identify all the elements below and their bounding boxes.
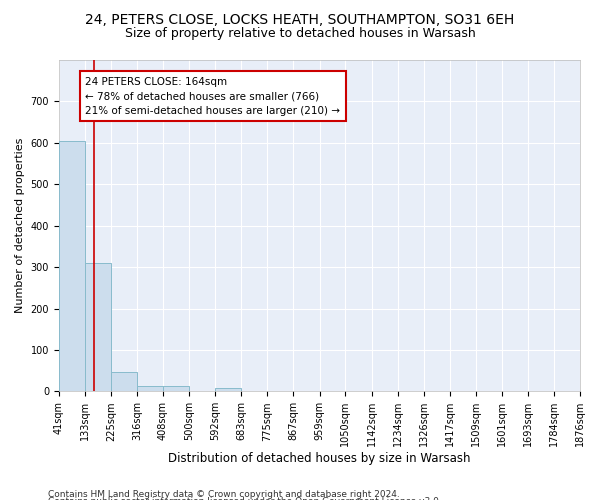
Bar xyxy=(137,386,163,392)
Y-axis label: Number of detached properties: Number of detached properties xyxy=(15,138,25,314)
Bar xyxy=(85,263,111,392)
Bar xyxy=(163,386,189,392)
Text: Size of property relative to detached houses in Warsash: Size of property relative to detached ho… xyxy=(125,28,475,40)
Text: 24 PETERS CLOSE: 164sqm
← 78% of detached houses are smaller (766)
21% of semi-d: 24 PETERS CLOSE: 164sqm ← 78% of detache… xyxy=(85,76,340,116)
Text: 24, PETERS CLOSE, LOCKS HEATH, SOUTHAMPTON, SO31 6EH: 24, PETERS CLOSE, LOCKS HEATH, SOUTHAMPT… xyxy=(85,12,515,26)
Text: Contains public sector information licensed under the Open Government Licence v3: Contains public sector information licen… xyxy=(48,497,442,500)
Bar xyxy=(111,372,137,392)
Bar xyxy=(215,388,241,392)
Bar xyxy=(59,141,85,392)
X-axis label: Distribution of detached houses by size in Warsash: Distribution of detached houses by size … xyxy=(168,452,470,465)
Text: Contains HM Land Registry data © Crown copyright and database right 2024.: Contains HM Land Registry data © Crown c… xyxy=(48,490,400,499)
